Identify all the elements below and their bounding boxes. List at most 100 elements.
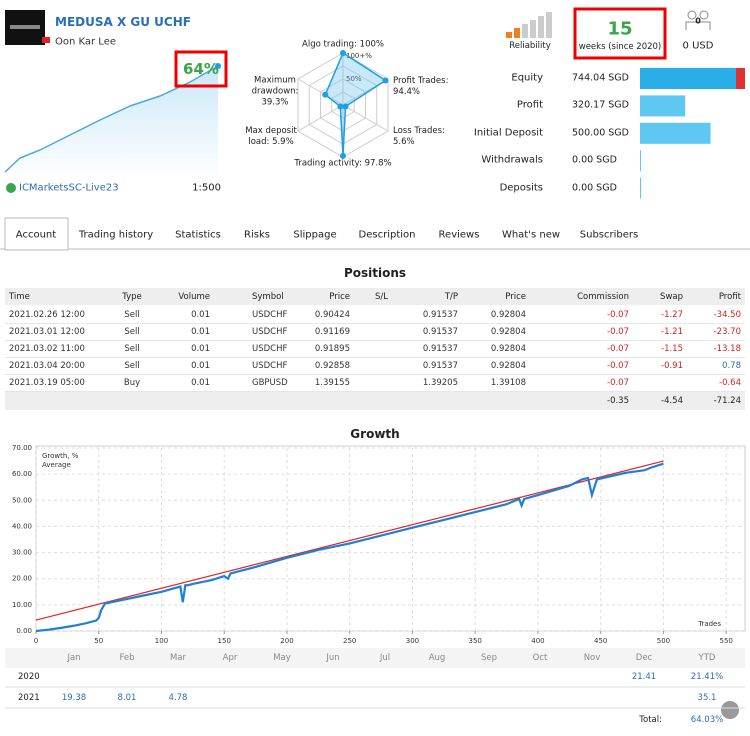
month-header: Sep [480,653,498,663]
table-cell: 0.91537 [422,327,458,337]
radar-scale-label: 100+% [346,52,372,60]
growth-value: 64% [183,60,219,78]
radar-label: Profit Trades: 94.4% [393,76,463,98]
month-header: Jul [379,653,391,663]
month-header: May [273,653,291,663]
monthly-header-bg [5,648,745,668]
table-cell: 1.39205 [422,378,458,388]
table-cell: Sell [124,310,140,320]
tab[interactable]: What's new [501,229,561,241]
flag [42,37,50,43]
table-cell: 0.01 [191,327,210,337]
stat-label: Equity [511,72,543,84]
stat-bar [640,122,711,144]
table-cell: Buy [123,378,141,388]
table-cell: 0.01 [191,378,210,388]
x-tick-label: 550 [719,637,732,645]
table-cell: 0.01 [191,310,210,320]
table-cell: USDCHF [252,344,288,354]
table-total-bg [5,392,745,410]
legend-entry: Average [42,461,71,469]
weeks-value: 15 [607,18,633,40]
radar-axis-value: 100% [359,39,384,50]
radar-axis-label: Maximum drawdown: [251,75,299,97]
subscription-price: 0 USD [682,40,714,52]
highlight-box [174,50,228,88]
column-header: Time [9,292,30,302]
tab[interactable]: Statistics [175,229,221,241]
month-header: Apr [222,653,238,663]
stat-bar [640,68,745,89]
y-tick-label: 60.00 [12,470,32,478]
column-header: Price [329,292,350,302]
total-value: 64.03% [690,715,724,725]
table-cell: 2021.03.19 05:00 [9,378,85,388]
tab[interactable]: Risks [244,229,270,241]
tab[interactable]: Subscribers [579,229,639,241]
table-cell: 2021.03.04 20:00 [9,361,85,371]
month-value: 19.38 [61,693,87,703]
title: MEDUSA X GU UCHF [55,15,191,29]
radar-axis [297,78,344,106]
table-cell: -0.07 [607,361,629,371]
stat-label: Profit [516,99,543,111]
month-header: Oct [532,653,548,663]
table-cell: 0.91169 [314,327,350,337]
radar-axis-label: Max deposit load: [245,126,297,147]
table-cell: 2021.03.01 12:00 [9,327,85,337]
stat-value: 744.04 SGD [572,72,629,84]
tab[interactable]: Account [15,229,57,241]
total-label: Total: [639,715,662,725]
table-cell: USDCHF [252,361,288,371]
radar-axis-value: 97.8% [364,158,392,169]
radar-axis [297,104,344,132]
reliability-icon [506,12,552,38]
month-header: Feb [119,653,135,663]
total-cell: -4.54 [661,396,683,406]
stat-label: Deposits [499,182,543,194]
table-cell: 0.01 [191,344,210,354]
column-header: S/L [375,292,388,302]
tab[interactable]: Trading history [78,229,154,241]
month-value: 4.78 [168,693,188,703]
table-cell: Sell [124,344,140,354]
table-cell: -0.07 [607,327,629,337]
table-cell: 0.78 [722,361,741,371]
table-cell: 0.91537 [422,310,458,320]
radar-label: Maximum drawdown: 39.3% [245,76,305,109]
table-cell: 0.91537 [422,344,458,354]
radar-label: Algo trading: 100% [243,40,443,51]
radar-axis-label: Algo trading: [302,39,357,50]
radar-scale-label: 50% [346,75,362,83]
tab[interactable]: Reviews [438,229,480,241]
table-cell: -23.70 [713,327,741,337]
table-cell: -0.07 [607,344,629,354]
table-cell: 0.92804 [490,344,526,354]
month-header: Dec [635,653,653,663]
x-tick-label: 100 [155,637,168,645]
stat-bar [640,95,686,117]
month-value: 35.1 [697,693,717,703]
stat-value: 0.00 SGD [572,154,617,166]
active-tab [4,217,69,251]
table-cell: USDCHF [252,327,288,337]
highlight-box [573,7,667,60]
y-tick-label: 40.00 [12,522,32,530]
table-cell: 0.01 [191,361,210,371]
month-header: YTD [698,653,716,663]
stat-value: 320.17 SGD [572,99,629,111]
column-header: Type [122,292,142,302]
x-tick-label: 350 [469,637,482,645]
radar-axis-value: 5.9% [272,137,294,147]
x-axis-label: Trades [697,620,721,628]
y-tick-label: 20.00 [12,575,32,583]
leverage: 1:500 [192,182,221,194]
tab[interactable]: Description [358,229,416,241]
month-value: 21.41% [690,672,724,682]
tab[interactable]: Slippage [293,229,337,241]
stat-label: Initial Deposit [473,127,543,139]
x-tick-label: 300 [406,637,419,645]
year-label: 2020 [18,672,40,682]
month-header: Jun [326,653,340,663]
